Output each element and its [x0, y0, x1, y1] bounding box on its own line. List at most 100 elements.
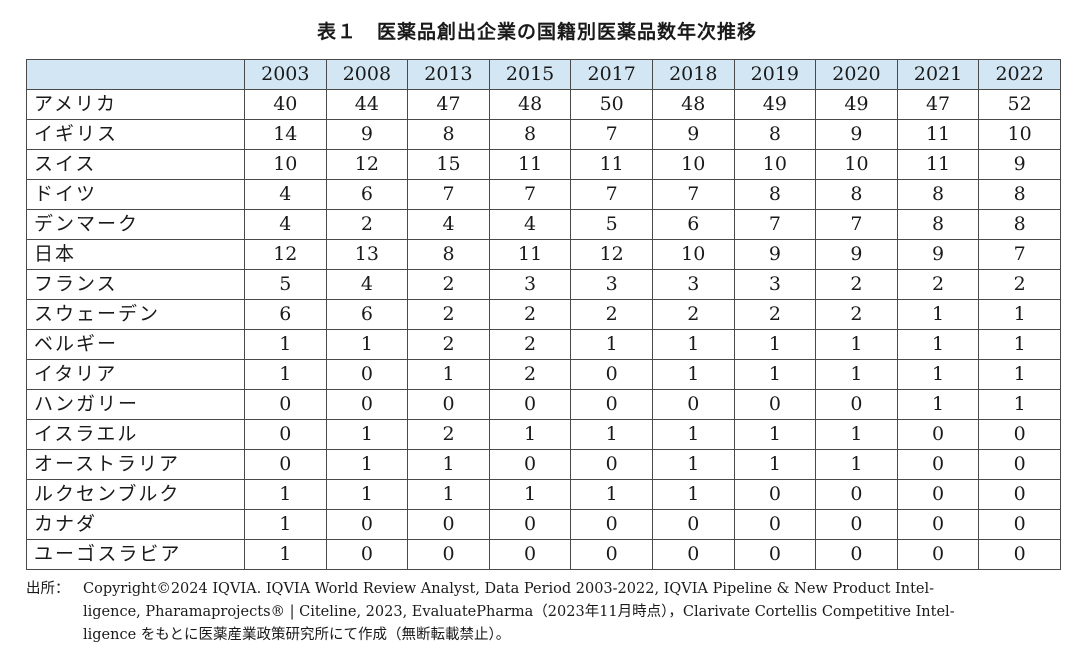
value-cell: 47 [896, 89, 980, 120]
value-cell: 2 [407, 269, 490, 300]
table-row: オーストラリア 0 1 1 0 0 1 1 1 0 0 [26, 449, 1061, 480]
value-cell: 0 [978, 419, 1061, 450]
value-cell: 9 [733, 239, 817, 270]
value-cell: 1 [570, 419, 653, 450]
value-cell: 0 [488, 509, 572, 540]
table-row: スウェーデン 6 6 2 2 2 2 2 2 1 1 [26, 299, 1061, 330]
value-cell: 0 [244, 389, 327, 420]
source-line-3: ligence をもとに医薬産業政策研究所にて作成（無断転載禁止）。 [83, 627, 511, 643]
country-cell: ユーゴスラビア [26, 539, 245, 570]
value-cell: 12 [244, 239, 327, 270]
value-cell: 0 [407, 509, 490, 540]
value-cell: 8 [896, 179, 980, 210]
year-header: 2020 [815, 59, 898, 90]
value-cell: 2 [488, 359, 572, 390]
table-title: 表１ 医薬品創出企業の国籍別医薬品数年次推移 [316, 21, 757, 43]
value-cell: 9 [815, 239, 898, 270]
value-cell: 2 [815, 269, 898, 300]
country-cell: イギリス [26, 119, 245, 150]
year-header: 2017 [570, 59, 653, 90]
value-cell: 0 [325, 359, 409, 390]
table-row: ルクセンブルク 1 1 1 1 1 1 0 0 0 0 [26, 479, 1061, 510]
table-row: ベルギー 1 1 2 2 1 1 1 1 1 1 [26, 329, 1061, 360]
value-cell: 8 [407, 119, 490, 150]
country-cell: イタリア [26, 359, 245, 390]
value-cell: 1 [978, 389, 1061, 420]
value-cell: 0 [896, 449, 980, 480]
value-cell: 0 [733, 389, 817, 420]
header-row: 2003 2008 2013 2015 2017 2018 2019 2020 2021 2022 [26, 59, 1061, 90]
value-cell: 1 [244, 359, 327, 390]
value-cell: 7 [407, 179, 490, 210]
value-cell: 2 [407, 329, 490, 360]
table-row: ドイツ 4 6 7 7 7 7 8 8 8 8 [26, 179, 1061, 210]
country-cell: スウェーデン [26, 299, 245, 330]
value-cell: 15 [407, 149, 490, 180]
country-cell: デンマーク [26, 209, 245, 240]
value-cell: 1 [896, 359, 980, 390]
value-cell: 1 [325, 479, 409, 510]
value-cell: 2 [325, 209, 409, 240]
country-cell: ハンガリー [26, 389, 245, 420]
value-cell: 1 [651, 419, 735, 450]
table-row: イスラエル 0 1 2 1 1 1 1 1 0 0 [26, 419, 1061, 450]
value-cell: 0 [651, 509, 735, 540]
country-cell: ベルギー [26, 329, 245, 360]
year-header: 2003 [244, 59, 327, 90]
value-cell: 2 [407, 419, 490, 450]
value-cell: 1 [407, 449, 490, 480]
value-cell: 0 [244, 449, 327, 480]
value-cell: 0 [815, 389, 898, 420]
value-cell: 1 [815, 419, 898, 450]
table-row: フランス 5 4 2 3 3 3 3 2 2 2 [26, 269, 1061, 300]
country-cell: オーストラリア [26, 449, 245, 480]
value-cell: 1 [815, 329, 898, 360]
value-cell: 0 [733, 539, 817, 570]
value-cell: 0 [488, 389, 572, 420]
value-cell: 6 [651, 209, 735, 240]
value-cell: 0 [896, 419, 980, 450]
value-cell: 0 [896, 479, 980, 510]
value-cell: 1 [325, 419, 409, 450]
value-cell: 2 [651, 299, 735, 330]
table-row: ユーゴスラビア 1 0 0 0 0 0 0 0 0 0 [26, 539, 1061, 570]
value-cell: 4 [407, 209, 490, 240]
table-row: デンマーク 4 2 4 4 5 6 7 7 8 8 [26, 209, 1061, 240]
value-cell: 0 [570, 539, 653, 570]
country-cell: 日本 [26, 239, 245, 270]
value-cell: 11 [896, 119, 980, 150]
value-cell: 50 [570, 89, 653, 120]
value-cell: 3 [733, 269, 817, 300]
value-cell: 5 [244, 269, 327, 300]
value-cell: 1 [896, 389, 980, 420]
value-cell: 1 [896, 299, 980, 330]
value-cell: 3 [651, 269, 735, 300]
value-cell: 40 [244, 89, 327, 120]
value-cell: 0 [325, 539, 409, 570]
value-cell: 1 [815, 449, 898, 480]
value-cell: 8 [978, 179, 1061, 210]
value-cell: 3 [488, 269, 572, 300]
value-cell: 48 [488, 89, 572, 120]
value-cell: 0 [570, 449, 653, 480]
value-cell: 1 [978, 299, 1061, 330]
year-header: 2021 [896, 59, 980, 90]
value-cell: 0 [978, 539, 1061, 570]
value-cell: 0 [733, 509, 817, 540]
value-cell: 8 [978, 209, 1061, 240]
value-cell: 1 [978, 359, 1061, 390]
value-cell: 1 [815, 359, 898, 390]
value-cell: 0 [978, 449, 1061, 480]
value-cell: 7 [733, 209, 817, 240]
value-cell: 0 [570, 389, 653, 420]
value-cell: 10 [815, 149, 898, 180]
value-cell: 4 [488, 209, 572, 240]
value-cell: 52 [978, 89, 1061, 120]
value-cell: 2 [733, 299, 817, 330]
value-cell: 2 [488, 299, 572, 330]
value-cell: 4 [244, 209, 327, 240]
value-cell: 4 [325, 269, 409, 300]
value-cell: 10 [651, 149, 735, 180]
value-cell: 1 [733, 419, 817, 450]
year-header: 2019 [733, 59, 817, 90]
